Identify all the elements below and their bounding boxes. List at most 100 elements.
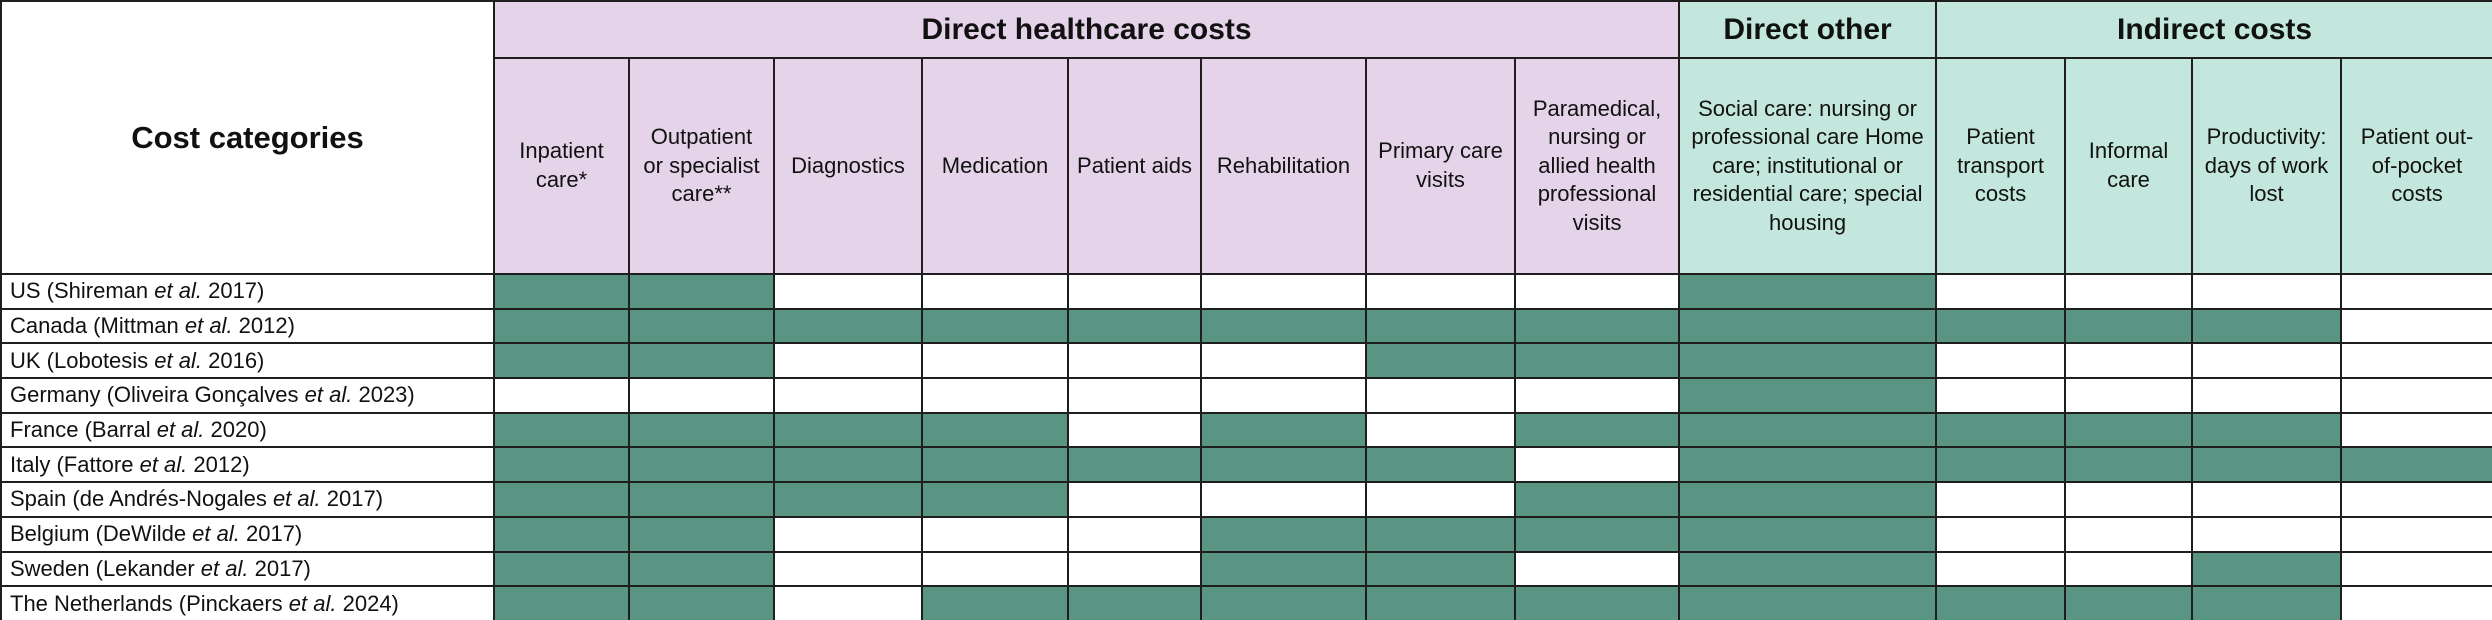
- cost-cell: [773, 446, 923, 484]
- row-label-part: 2020): [204, 417, 267, 443]
- cost-cell: [628, 481, 775, 518]
- cost-cell: [628, 307, 775, 345]
- cost-cell: [2191, 342, 2343, 380]
- row-label-part: 2024): [336, 590, 399, 616]
- cost-cell: [1365, 515, 1516, 553]
- cost-cell: [493, 585, 630, 620]
- cost-cell: [1678, 307, 1938, 345]
- cost-cell: [921, 515, 1069, 553]
- column-header: Outpatient or specialist care**: [628, 57, 775, 275]
- cost-cell: [921, 273, 1069, 310]
- cost-cell: [1200, 342, 1367, 380]
- cost-cell: [1067, 550, 1202, 588]
- table-row: Canada (Mittman et al. 2012): [0, 307, 2492, 345]
- cost-cell: [493, 342, 630, 380]
- table-row: Germany (Oliveira Gonçalves et al. 2023): [0, 377, 2492, 414]
- cost-cell: [2191, 411, 2343, 449]
- row-label-part: 2017): [239, 521, 303, 547]
- column-header: Paramedical, nursing or allied health pr…: [1513, 57, 1681, 275]
- cost-cell: [2064, 273, 2194, 310]
- row-label-part: Germany (Oliveira Gonçalves: [10, 382, 305, 408]
- cost-cell: [2191, 515, 2343, 553]
- table-row: Spain (de Andrés-Nogales et al. 2017): [0, 481, 2492, 518]
- column-header: Primary care visits: [1365, 57, 1516, 275]
- cost-cell: [1513, 342, 1681, 380]
- row-label-part: et al.: [139, 451, 188, 477]
- row-label-part: et al.: [154, 278, 202, 304]
- cost-cell: [921, 342, 1069, 380]
- cost-cell: [1067, 481, 1202, 518]
- cost-cell: [1935, 585, 2067, 620]
- cost-cell: [1200, 446, 1367, 484]
- cost-cell: [2064, 585, 2194, 620]
- cost-cell: [1200, 481, 1367, 518]
- cost-cell: [1935, 377, 2067, 414]
- table-row: The Netherlands (Pinckaers et al. 2024): [0, 585, 2492, 620]
- cost-cell: [2340, 481, 2492, 518]
- cost-cell: [2340, 377, 2492, 414]
- cost-cell: [1513, 550, 1681, 588]
- cost-cell: [1365, 585, 1516, 620]
- row-label: Germany (Oliveira Gonçalves et al. 2023): [0, 377, 495, 414]
- cost-cell: [1067, 585, 1202, 620]
- row-label: The Netherlands (Pinckaers et al. 2024): [0, 585, 495, 620]
- cost-cell: [1200, 585, 1367, 620]
- table-body: US (Shireman et al. 2017) Canada (Mittman…: [0, 273, 2492, 620]
- cost-cell: [2191, 307, 2343, 345]
- cost-cell: [773, 411, 923, 449]
- cost-cell: [1935, 342, 2067, 380]
- cost-cell: [773, 481, 923, 518]
- table-row: US (Shireman et al. 2017): [0, 273, 2492, 310]
- column-header: Patient out-of-pocket costs: [2340, 57, 2492, 275]
- cost-cell: [921, 585, 1069, 620]
- cost-cell: [1935, 411, 2067, 449]
- row-label-part: 2016): [202, 347, 265, 373]
- column-header: Medication: [921, 57, 1069, 275]
- row-label-part: France (Barral: [10, 417, 157, 443]
- cost-cell: [628, 585, 775, 620]
- row-label: UK (Lobotesis et al. 2016): [0, 342, 495, 380]
- cost-cell: [493, 307, 630, 345]
- cost-cell: [2191, 446, 2343, 484]
- row-label-part: et al.: [184, 313, 233, 339]
- column-header: Diagnostics: [773, 57, 923, 275]
- cost-cell: [1935, 481, 2067, 518]
- cost-cell: [2340, 342, 2492, 380]
- row-label-part: 2012): [232, 313, 295, 339]
- cost-cell: [628, 515, 775, 553]
- cost-cell: [1067, 411, 1202, 449]
- cost-cell: [493, 273, 630, 310]
- row-label-part: Italy (Fattore: [10, 451, 140, 477]
- cost-cell: [1365, 411, 1516, 449]
- cost-cell: [1513, 377, 1681, 414]
- row-label: Italy (Fattore et al. 2012): [0, 446, 495, 484]
- group-row: Cost categories Direct healthcare costs D…: [0, 0, 2492, 275]
- cost-cell: [773, 585, 923, 620]
- cost-cell: [493, 550, 630, 588]
- cost-cell: [1067, 515, 1202, 553]
- cost-cell: [921, 550, 1069, 588]
- cost-cell: [773, 307, 923, 345]
- cost-cell: [2191, 273, 2343, 310]
- cost-cell: [493, 446, 630, 484]
- cost-cell: [1200, 377, 1367, 414]
- table-row: France (Barral et al. 2020): [0, 411, 2492, 449]
- cost-cell: [493, 515, 630, 553]
- cost-cell: [628, 273, 775, 310]
- cost-cell: [1935, 446, 2067, 484]
- row-label-part: 2012): [187, 451, 250, 477]
- cost-cell: [1365, 377, 1516, 414]
- column-header: Patient aids: [1067, 57, 1202, 275]
- row-label-part: UK (Lobotesis: [10, 347, 155, 373]
- row-label-part: et al.: [154, 347, 202, 373]
- row-label-part: 2017): [320, 486, 384, 512]
- cost-cell: [628, 446, 775, 484]
- cost-cell: [1365, 342, 1516, 380]
- cost-cell: [2064, 307, 2194, 345]
- cost-cell: [628, 550, 775, 588]
- cost-cell: [1067, 377, 1202, 414]
- cost-cell: [1513, 273, 1681, 310]
- cost-cell: [921, 411, 1069, 449]
